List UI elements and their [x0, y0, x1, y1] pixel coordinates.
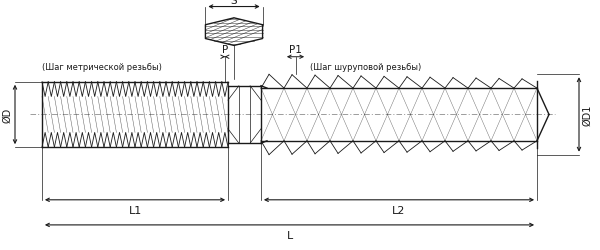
Text: L1: L1 — [128, 205, 142, 215]
Text: ØD1: ØD1 — [582, 104, 592, 126]
Text: P: P — [222, 45, 228, 55]
Text: S: S — [230, 0, 238, 6]
Text: L: L — [286, 230, 293, 240]
Text: (Шаг метрической резьбы): (Шаг метрической резьбы) — [42, 62, 162, 72]
Text: ØD: ØD — [2, 108, 12, 122]
Text: P1: P1 — [289, 45, 302, 55]
Text: (Шаг шуруповой резьбы): (Шаг шуруповой резьбы) — [310, 62, 421, 72]
Text: L2: L2 — [392, 205, 406, 215]
